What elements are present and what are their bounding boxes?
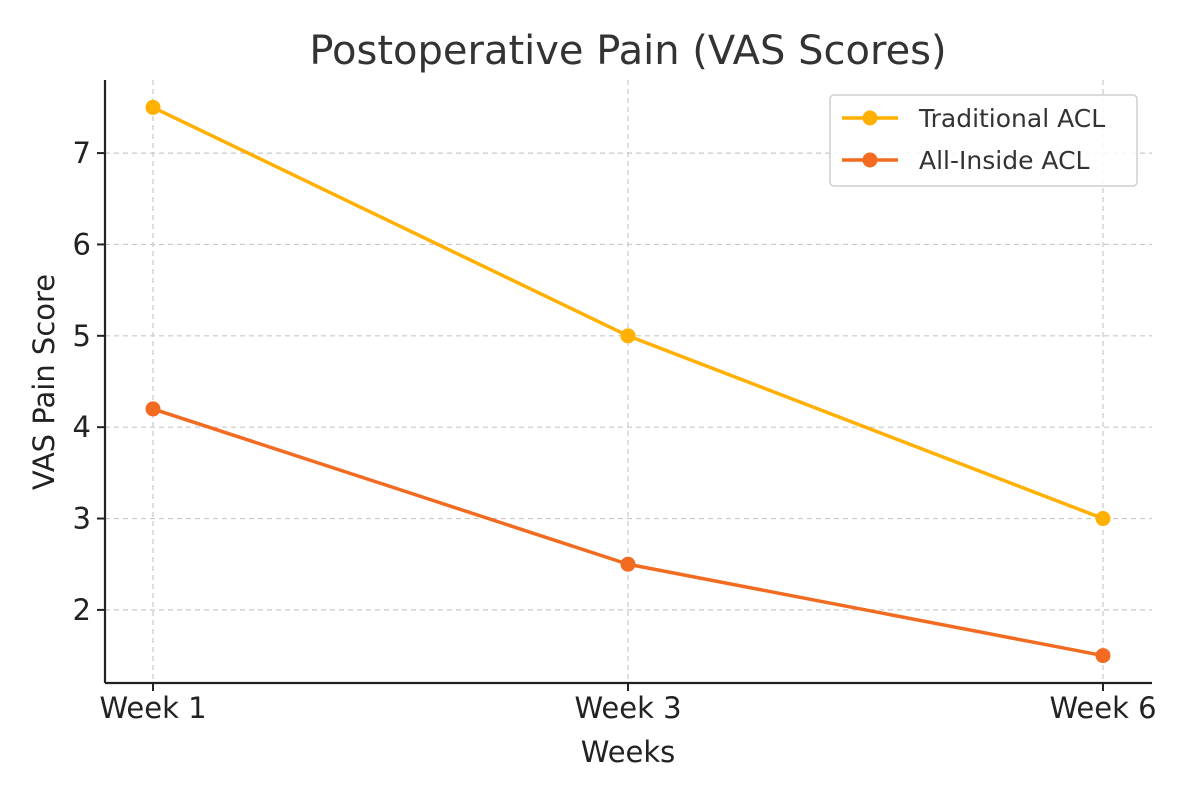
legend-label-1: All-Inside ACL	[919, 146, 1090, 175]
x-tick-label: Week 3	[574, 691, 681, 725]
data-point	[145, 401, 161, 417]
data-point	[1095, 511, 1111, 527]
legend: Traditional ACL All-Inside ACL	[829, 94, 1138, 187]
legend-label-0: Traditional ACL	[918, 104, 1105, 133]
data-point	[620, 328, 636, 344]
legend-marker-0	[862, 110, 878, 126]
legend-frame	[829, 94, 1138, 187]
data-point	[620, 556, 636, 572]
y-tick-label: 7	[73, 136, 91, 170]
tick-labels: Week 1 Week 3 Week 6 2 3 4 5 6 7	[73, 136, 1157, 725]
legend-items: Traditional ACL All-Inside ACL	[842, 104, 1105, 175]
y-tick-label: 2	[73, 593, 91, 627]
y-tick-label: 3	[73, 502, 91, 536]
x-tick-label: Week 1	[99, 691, 206, 725]
x-axis-label: Weeks	[581, 735, 676, 769]
data-point	[145, 99, 161, 115]
y-tick-label: 6	[73, 227, 91, 261]
y-tick-label: 5	[73, 319, 91, 353]
chart-title: Postoperative Pain (VAS Scores)	[309, 28, 946, 74]
y-tick-label: 4	[73, 410, 91, 444]
legend-marker-1	[862, 152, 878, 168]
x-tick-label: Week 6	[1049, 691, 1156, 725]
series-lines	[145, 99, 1111, 664]
data-point	[1095, 648, 1111, 664]
y-axis-label: VAS Pain Score	[27, 274, 61, 490]
